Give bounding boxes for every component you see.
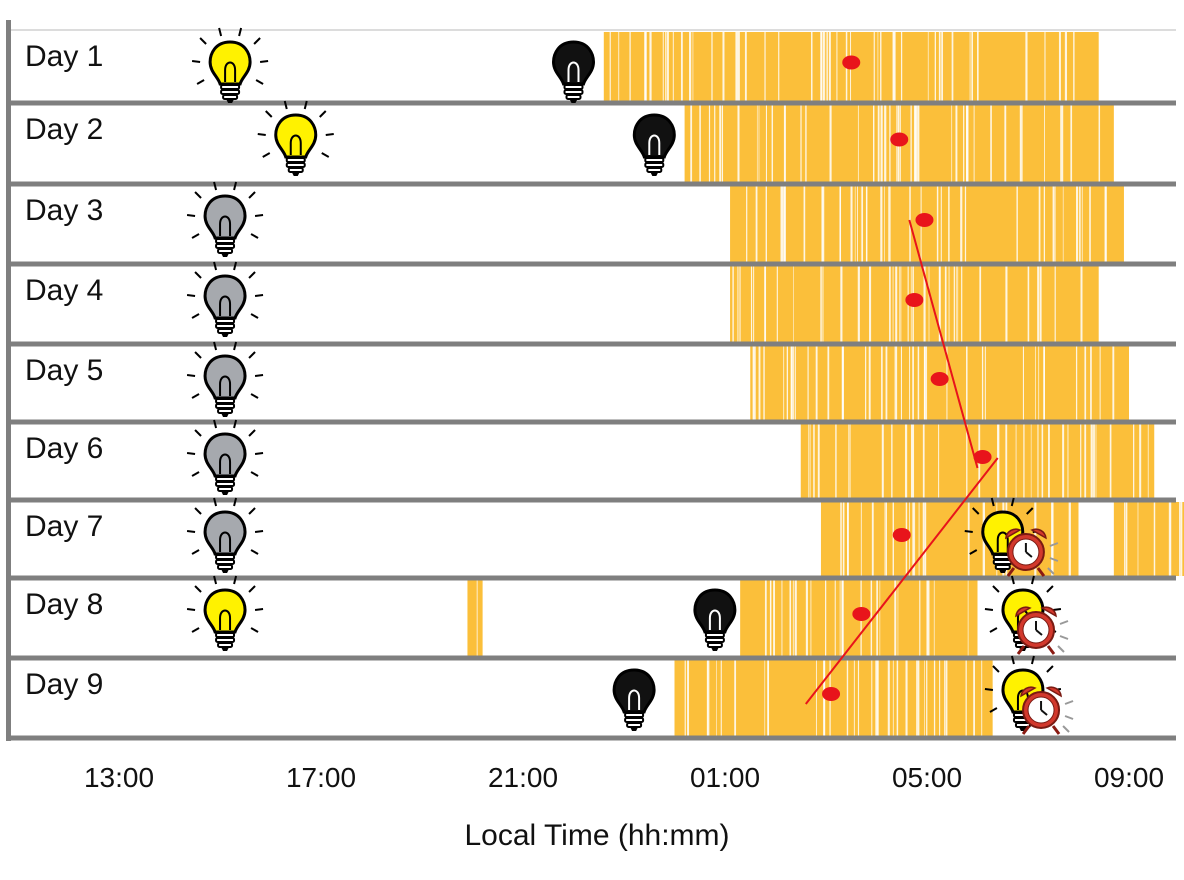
dim-light-bulb-icon — [186, 497, 265, 575]
x-tick-label: 17:00 — [286, 762, 356, 793]
bulb-filament-icon — [708, 609, 721, 630]
dim-light-bulb-icon — [186, 181, 265, 259]
x-tick-label: 05:00 — [892, 762, 962, 793]
day-labels: Day 1 Day 2 Day 3 Day 4 Day 5 Day 6 Day 7 Day 8… — [25, 40, 103, 701]
day-label: Day 4 — [25, 274, 103, 307]
row-separator — [10, 419, 1176, 425]
row-separator — [10, 735, 1176, 741]
bulb-glyph-icon — [208, 40, 252, 105]
light-on-bulb-icon — [186, 575, 265, 653]
day-label: Day 2 — [25, 113, 103, 146]
x-axis-title: Local Time (hh:mm) — [464, 819, 729, 852]
bulb-filament-icon — [567, 61, 580, 82]
bulb-glyph-icon — [552, 40, 595, 105]
x-tick-label: 01:00 — [690, 762, 760, 793]
x-tick-label: 13:00 — [84, 762, 154, 793]
bulb-glyph-icon — [203, 354, 247, 419]
x-tick-label: 09:00 — [1094, 762, 1164, 793]
day-label: Day 1 — [25, 40, 103, 73]
row-separator — [10, 181, 1176, 187]
axes — [6, 20, 11, 741]
day-label: Day 9 — [25, 668, 103, 701]
sleep-midpoint-dot — [973, 450, 992, 464]
sleep-midpoint-dot — [822, 687, 841, 701]
bulb-glyph-icon — [612, 668, 656, 733]
lights-off-bulb-icon — [632, 113, 676, 178]
sleep-midpoint-dot — [890, 132, 909, 147]
bulb-glyph-icon — [203, 510, 247, 575]
lights-off-bulb-icon — [693, 588, 737, 653]
day-label: Day 8 — [25, 588, 103, 621]
row-separators — [10, 29, 1176, 741]
row-separator — [10, 100, 1176, 106]
day-label: Day 6 — [25, 432, 103, 465]
event-icons — [186, 27, 1075, 736]
y-axis-line — [6, 20, 11, 741]
day-label: Day 5 — [25, 354, 103, 387]
dim-light-bulb-icon — [186, 419, 265, 497]
row-separator — [10, 575, 1176, 581]
sleep-midpoint-dot — [852, 607, 871, 621]
day-label: Day 7 — [25, 510, 103, 543]
row-separator — [10, 261, 1176, 267]
bulb-glyph-icon — [274, 113, 318, 178]
dim-light-bulb-icon — [186, 341, 265, 419]
sleep-midpoint-dot — [915, 213, 934, 227]
sleep-block — [467, 580, 483, 656]
row-separator — [10, 655, 1176, 661]
x-tick-label: 21:00 — [488, 762, 558, 793]
bulb-filament-icon — [648, 134, 661, 155]
sleep-block — [820, 502, 1079, 576]
row-separator — [10, 341, 1176, 347]
bulb-glyph-icon — [693, 588, 737, 653]
x-tick-labels: 13:00 17:00 21:00 01:00 05:00 09:00 — [84, 762, 1164, 793]
bulb-glyph-icon — [203, 588, 247, 653]
lights-off-bulb-icon — [552, 40, 595, 105]
sleep-midpoint-dot — [905, 293, 924, 307]
lights-off-bulb-icon — [612, 668, 656, 733]
bulb-glyph-icon — [203, 274, 247, 339]
light-on-bulb-icon — [256, 100, 335, 178]
bulb-filament-icon — [628, 689, 641, 710]
bulb-glyph-icon — [203, 194, 247, 259]
light-on-bulb-icon — [191, 27, 270, 105]
dim-light-bulb-icon — [186, 261, 265, 339]
bulb-glyph-icon — [632, 113, 676, 178]
row-separator — [10, 497, 1176, 503]
trend-lines — [805, 219, 999, 705]
sleep-midpoint-dot — [892, 528, 911, 542]
sleep-midpoints — [822, 55, 992, 701]
trend-line — [908, 219, 979, 469]
bulb-glyph-icon — [203, 432, 247, 497]
sleep-midpoint-dot — [930, 372, 949, 386]
sleep-midpoint-dot — [842, 55, 861, 70]
activity-layer — [467, 32, 1184, 736]
trend-line — [805, 457, 999, 705]
day-label: Day 3 — [25, 194, 103, 227]
